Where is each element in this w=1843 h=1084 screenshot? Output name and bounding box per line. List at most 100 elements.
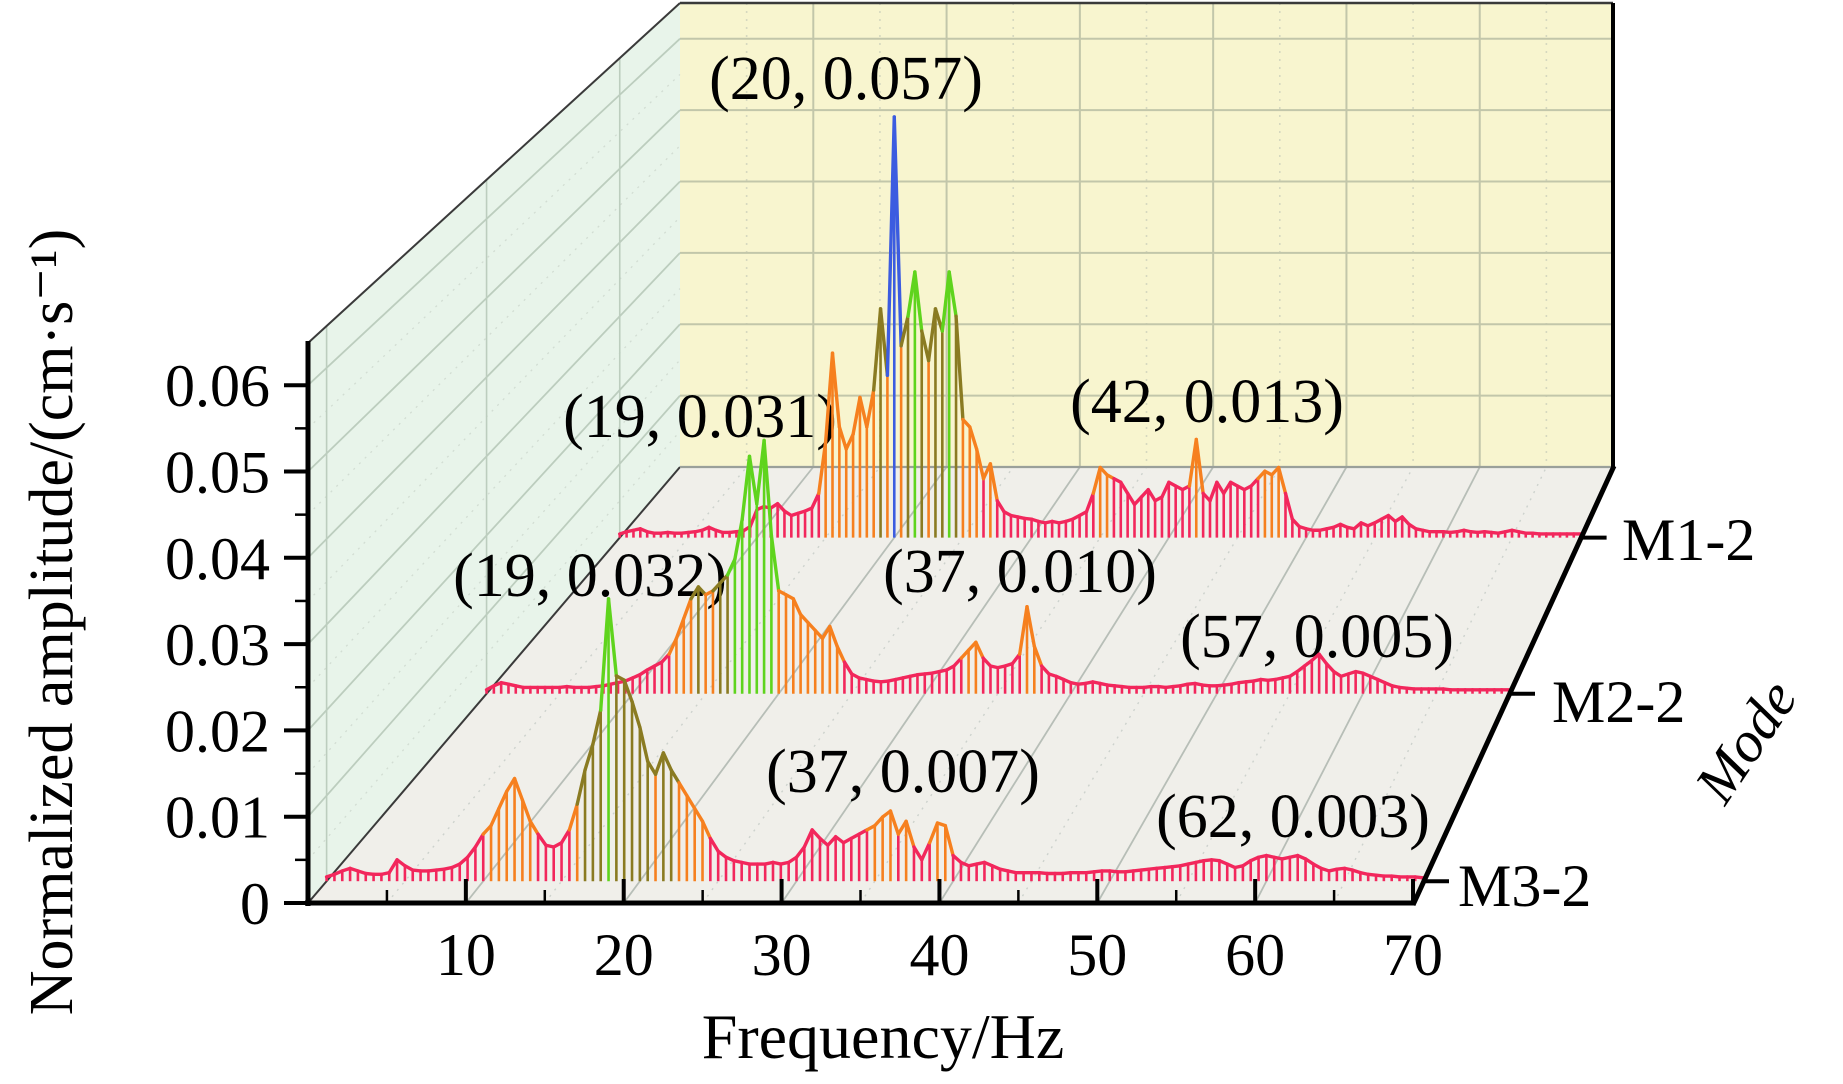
spectrum-envelope	[873, 815, 885, 828]
left-wall-gridline	[307, 109, 681, 473]
spectrum-envelope	[583, 742, 595, 772]
spectrum-envelope	[927, 821, 940, 845]
spectrum-envelope	[1160, 480, 1171, 499]
x-tick-label: 50	[1067, 922, 1127, 988]
spectrum-envelope	[599, 597, 611, 712]
floor-gridline	[1254, 466, 1481, 904]
peak-annotation-label: (42, 0.013)	[1070, 368, 1344, 436]
spectrum-envelope	[802, 828, 814, 849]
spectrum-envelope	[798, 612, 810, 625]
spectrum-envelope	[858, 395, 869, 429]
floor-gridline	[780, 466, 1081, 904]
spectrum-envelope	[906, 270, 917, 318]
z-axis-title: Mode	[1681, 668, 1809, 815]
spectrum-envelope	[762, 438, 774, 538]
spectrum-envelope	[899, 314, 910, 348]
y-axis-title: Normalized amplitude/(cm·s⁻¹)	[18, 229, 86, 1015]
spectrum-envelope	[1018, 604, 1029, 656]
spectrum-envelope	[947, 270, 958, 318]
spectrum-envelope	[718, 573, 730, 585]
spectrum-envelope	[458, 855, 470, 866]
spectrum-envelope	[1039, 664, 1051, 676]
spectrum-envelope	[473, 832, 485, 849]
peak-annotations: (20, 0.057) (19, 0.031) (42, 0.013) (19, 0.…	[453, 45, 1454, 851]
spectrum-envelope	[988, 462, 999, 503]
spectrum-envelope	[1194, 437, 1205, 496]
x-tick-label: 70	[1383, 922, 1443, 988]
spectrum-envelope	[892, 115, 903, 348]
y-tick-label: 0.04	[165, 526, 270, 592]
axis-titles: Frequency/Hz Normalized amplitude/(cm·s⁻…	[18, 229, 1810, 1072]
spectrum-envelope	[968, 425, 979, 451]
spectrum-envelope	[1222, 480, 1233, 496]
spectrum-envelope	[823, 351, 835, 444]
spectrum-envelope	[817, 439, 828, 496]
spectrum-envelope	[810, 491, 821, 510]
spectrum-envelope	[696, 585, 708, 597]
left-wall	[308, 3, 680, 903]
spectrum-envelope	[520, 798, 532, 824]
spectrum-envelope	[733, 517, 744, 561]
left-wall-gridline	[307, 252, 681, 645]
y-tick-label: 0	[240, 871, 270, 937]
spectrum-envelope	[791, 597, 803, 617]
spectrum-envelope	[465, 845, 478, 859]
spectrum-envelope	[828, 624, 839, 648]
spectrum-envelope	[536, 832, 548, 847]
plot-plane-edges	[307, 1, 1615, 904]
floor-gridline	[702, 466, 1014, 904]
spectrum-envelope	[1125, 491, 1137, 507]
peak-annotation-label: (37, 0.010)	[883, 538, 1157, 606]
spectrum-envelope	[940, 270, 951, 333]
peak-annotation-label: (20, 0.057)	[709, 45, 983, 113]
spectrum-envelope	[844, 432, 855, 451]
spectrum-envelope	[818, 836, 830, 847]
spectra-series	[324, 115, 1583, 882]
spectrum-envelope	[708, 836, 720, 853]
left-wall-gridline	[307, 73, 681, 429]
spectrum-envelope	[689, 585, 701, 601]
y-tick-label: 0.06	[165, 353, 270, 419]
spectrum-envelope	[700, 819, 713, 841]
x-axis-title: Frequency/Hz	[702, 1001, 1065, 1072]
spectrum-envelope	[1208, 480, 1219, 503]
spectrum-envelope	[959, 648, 971, 660]
spectrum-envelope	[497, 789, 509, 811]
spectrum-envelope	[1187, 437, 1198, 488]
spectrum-envelope	[995, 499, 1006, 514]
spectrum-envelope	[661, 751, 673, 772]
floor-gridline	[1333, 466, 1548, 904]
spectrum-envelope	[606, 597, 619, 678]
y-tick-label: 0.02	[165, 698, 270, 764]
spectrum-envelope	[888, 809, 901, 836]
spectrum-envelope	[835, 644, 847, 664]
spectrum-envelope	[567, 802, 579, 832]
x-tick-label: 10	[436, 922, 496, 988]
spectrum-envelope	[711, 581, 722, 593]
spectrum-envelope	[926, 307, 938, 363]
spectrum-envelope	[920, 841, 932, 862]
spectrum-envelope	[1091, 465, 1102, 496]
spectrum-envelope	[591, 708, 603, 747]
spectrum-envelope	[755, 438, 766, 506]
tick-labels: 0 0.01 0.02 0.03 0.04 0.05 0.06 10 20 30 40 50 60 70	[165, 353, 1443, 988]
spectrum-envelope	[747, 454, 759, 506]
spectrum-envelope	[810, 828, 822, 841]
left-wall-top-edge	[307, 2, 681, 344]
spectrum-envelope	[489, 806, 501, 828]
spectrum-envelope	[954, 314, 965, 422]
spectrum-envelope	[952, 656, 963, 668]
spectrum-envelope	[669, 768, 681, 785]
spectrum-envelope	[951, 853, 963, 865]
spectrum-envelope	[1084, 491, 1096, 514]
spectrum-envelope	[481, 823, 493, 836]
spectrum-envelope	[638, 725, 650, 764]
mode-tick-labels: M1-2 M2-2 M3-2	[1458, 507, 1755, 919]
mode-label-M1-2: M1-2	[1622, 507, 1755, 573]
spectrum-envelope	[1317, 652, 1329, 666]
mode-label-M2-2: M2-2	[1552, 669, 1685, 735]
spectrum-envelope	[974, 447, 986, 481]
x-tick-label: 20	[594, 922, 654, 988]
spectrum-envelope	[667, 636, 679, 656]
spectrum-envelope	[1119, 480, 1130, 496]
